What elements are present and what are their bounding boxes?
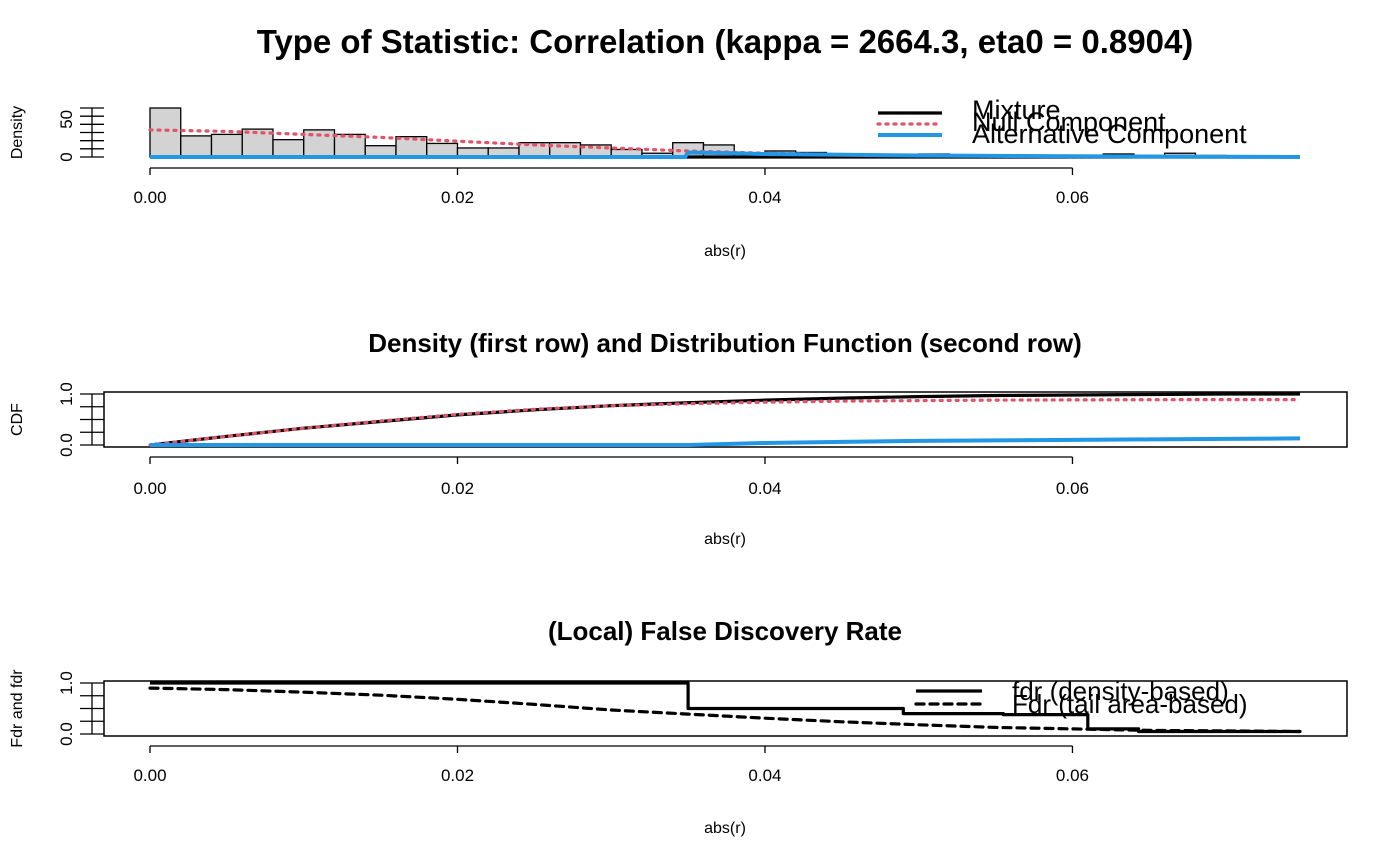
y-tick-label: 0.0 (57, 722, 76, 746)
legend: fdr (density-based)Fdr (tail area-based) (914, 676, 1248, 719)
series-line-2 (148, 398, 1302, 447)
series-line-2 (148, 686, 1302, 734)
legend-label: Alternative Component (972, 119, 1247, 149)
y-tick-label: 1.0 (57, 382, 76, 406)
x-tick-label: 0.02 (441, 188, 474, 207)
x-axis: 0.00 0.02 0.04 0.06 (133, 167, 1089, 207)
chart-panel-3: (Local) False Discovery Rate 0.00 0.02 0.04… (9, 616, 1348, 837)
x-tick-label: 0.04 (748, 188, 781, 207)
y-axis: 0.0 1.0 (57, 382, 104, 457)
x-axis: 0.00 0.02 0.04 0.06 (133, 745, 1089, 785)
x-axis-label: abs(r) (704, 243, 746, 260)
panels: Type of Statistic: Correlation (kappa = … (9, 23, 1348, 837)
series-line-1 (150, 681, 1300, 734)
chart-panel-2: Density (first row) and Distribution Fun… (9, 328, 1348, 548)
x-tick-label: 0.06 (1056, 479, 1089, 498)
chart-panel-1: Type of Statistic: Correlation (kappa = … (9, 23, 1302, 260)
x-axis-label: abs(r) (704, 531, 746, 548)
series-line-3 (150, 436, 1301, 447)
histogram-bar (272, 139, 305, 158)
x-tick-label: 0.04 (748, 479, 781, 498)
y-tick-label: 0.0 (57, 433, 76, 457)
y-tick-label: 1.0 (57, 671, 76, 695)
x-tick-label: 0.06 (1056, 766, 1089, 785)
y-axis-label: Density (9, 106, 26, 159)
y-tick-label: 50 (57, 110, 76, 129)
x-tick-label: 0.00 (133, 766, 166, 785)
x-tick-label: 0.02 (441, 766, 474, 785)
histogram-bar (180, 135, 213, 158)
legend-label: Mixture (972, 95, 1061, 125)
x-axis: 0.00 0.02 0.04 0.06 (133, 456, 1089, 498)
x-tick-label: 0.00 (133, 479, 166, 498)
y-axis-label: Fdr and fdr (9, 669, 26, 748)
x-tick-label: 0.00 (133, 188, 166, 207)
y-tick-label: 0 (57, 152, 76, 161)
x-tick-label: 0.04 (748, 766, 781, 785)
y-axis-label: CDF (9, 403, 26, 436)
y-axis: 0 50 (57, 107, 104, 162)
histogram-bar (426, 142, 459, 158)
y-axis: 0.0 1.0 (57, 671, 104, 746)
series-line-3 (150, 150, 1301, 159)
x-tick-label: 0.02 (441, 479, 474, 498)
x-tick-label: 0.06 (1056, 188, 1089, 207)
histogram-bar (149, 107, 182, 158)
legend-label: Null Component (972, 107, 1166, 137)
histogram-bars (149, 107, 1227, 158)
x-axis-label: abs(r) (704, 820, 746, 837)
chart-title: Type of Statistic: Correlation (kappa = … (257, 23, 1194, 60)
chart-title: (Local) False Discovery Rate (548, 616, 902, 646)
chart-title: Density (first row) and Distribution Fun… (368, 328, 1082, 358)
legend-label: Fdr (tail area-based) (1012, 689, 1248, 719)
histogram-bar (210, 133, 243, 158)
legend-label: fdr (density-based) (1012, 676, 1229, 706)
